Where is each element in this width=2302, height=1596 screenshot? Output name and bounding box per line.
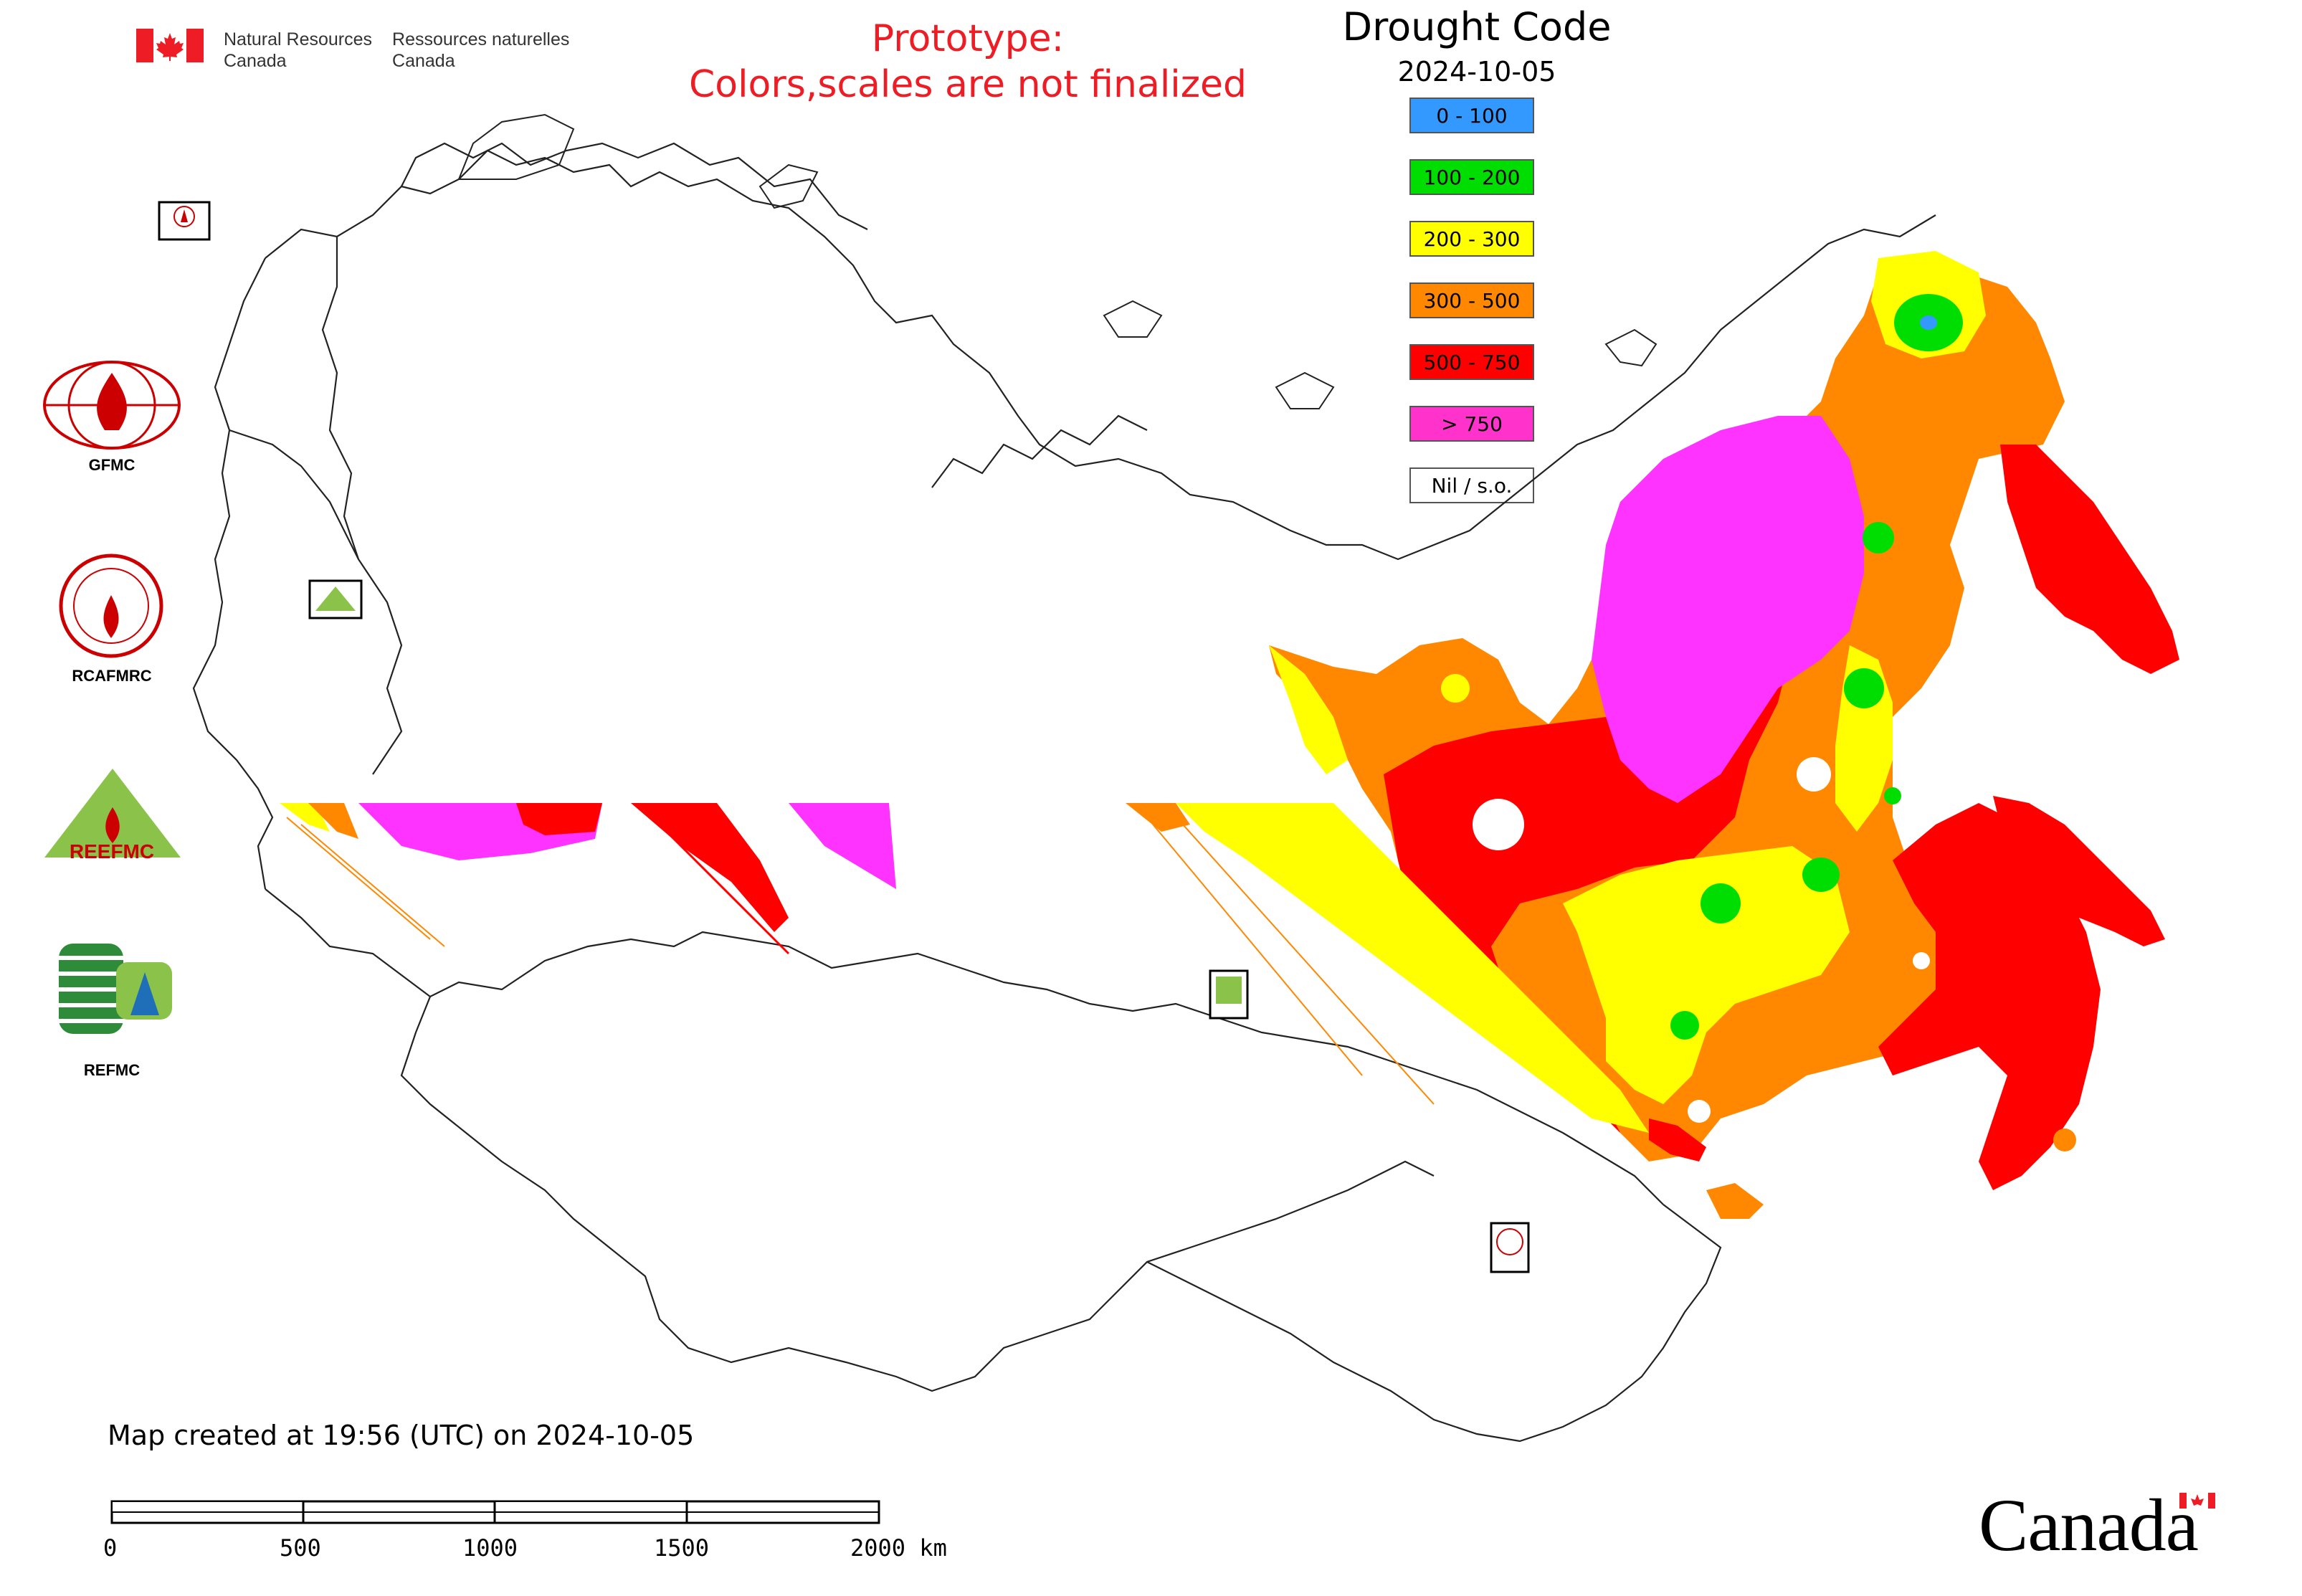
scale-label-1000: 1000 (462, 1534, 518, 1562)
field-orange-spot (2053, 1129, 2076, 1151)
legend-item-300-500: 300 - 500 (1409, 282, 1534, 318)
legend-label: 100 - 200 (1423, 165, 1521, 189)
field-red-south-tip (1649, 1118, 1706, 1162)
gfmc-label: GFMC (88, 456, 135, 474)
field-orange-spot (1441, 674, 1470, 703)
rcafmrc-logo-icon (59, 554, 163, 658)
russia-outline (265, 149, 1936, 561)
scale-label-2000: 2000 km (850, 1534, 947, 1562)
map-logo-rcafmrc (1490, 1222, 1530, 1273)
field-green-spot (1802, 858, 1840, 892)
canada-wordmark-flag-icon (2179, 1493, 2215, 1509)
field-orange-sakhalin-south (1706, 1183, 1764, 1219)
legend-item-nil: Nil / s.o. (1409, 467, 1534, 503)
kazakhstan-border (265, 888, 1664, 1205)
legend-item-0-100: 0 - 100 (1409, 98, 1534, 133)
legend-item-100-200: 100 - 200 (1409, 159, 1534, 195)
west-siberia-lines (321, 237, 360, 560)
map-logo-gfmc (158, 201, 211, 241)
field-blue-spot (1920, 315, 1937, 330)
reefmc-label: REEFMC (69, 840, 155, 863)
canada-wordmark: Canada (1979, 1484, 2199, 1567)
map-date: 2024-10-05 (1397, 56, 1556, 87)
org-en-line1: Natural Resources (224, 29, 373, 49)
field-green-spot (1670, 1011, 1699, 1040)
org-fr-line2: Canada (392, 51, 455, 71)
field-green-spot (1701, 883, 1741, 923)
western-border (192, 257, 274, 890)
field-yellow-central (1563, 846, 1850, 1104)
nrcan-signature: Natural Resources Canada Ressources natu… (136, 29, 569, 72)
streak-artifacts (280, 803, 1649, 1133)
org-fr-line1: Ressources naturelles (392, 29, 570, 49)
field-yellow-west (1269, 645, 1348, 774)
map-logo-refmc (1209, 969, 1249, 1020)
legend-item-500-750: 500 - 750 (1409, 344, 1534, 380)
prototype-notice: Prototype: Colors,scales are not finaliz… (660, 16, 1276, 108)
field-nil-spot (1473, 799, 1524, 850)
legend-label: 500 - 750 (1423, 350, 1521, 374)
field-green-spot (1844, 668, 1884, 708)
map-logo-reefmc (308, 579, 363, 619)
field-red-sakhalin (1993, 796, 2165, 946)
scale-label-500: 500 (280, 1534, 321, 1562)
scale-label-0: 0 (103, 1534, 118, 1562)
map-created-note: Map created at 19:56 (UTC) on 2024-10-05 (108, 1420, 695, 1451)
field-green-spot (1863, 522, 1894, 554)
country-boundaries (192, 142, 1936, 1443)
field-nil-spot (1688, 1100, 1711, 1123)
refmc-label: REFMC (83, 1061, 141, 1079)
taimyr-coast (931, 414, 1148, 488)
map-title: Drought Code (1342, 4, 1612, 49)
nrcan-name-fr: Ressources naturelles Canada (392, 29, 569, 72)
reefmc-logo-icon (44, 769, 181, 858)
field-red-southeast (1878, 803, 2101, 1190)
scale-bar (110, 1500, 880, 1524)
nrcan-name-en: Natural Resources Canada (224, 29, 372, 72)
field-nil-spot (1913, 952, 1930, 969)
legend-label: > 750 (1441, 412, 1503, 436)
scale-label-1500: 1500 (654, 1534, 710, 1562)
field-magenta (1592, 416, 1864, 803)
gfmc-logo-icon (43, 361, 181, 450)
rcafmrc-label: RCAFMRC (72, 667, 152, 685)
legend-label: 200 - 300 (1423, 227, 1521, 251)
central-asia-border (400, 996, 1435, 1392)
field-green-spot (1884, 787, 1901, 804)
legend-label: 300 - 500 (1423, 288, 1521, 313)
field-red-kamchatka (2000, 445, 2179, 674)
refmc-logo-icon (59, 944, 172, 1034)
field-nil-spot (1797, 757, 1831, 792)
legend-item-200-300: 200 - 300 (1409, 221, 1534, 257)
legend-label: Nil / s.o. (1431, 473, 1513, 498)
drought-fields (1269, 251, 2179, 1219)
arctic-islands (457, 113, 1657, 409)
mongolia-border (1146, 1204, 1722, 1443)
legend-item-over-750: > 750 (1409, 406, 1534, 442)
canada-flag-icon (136, 29, 204, 62)
volga-lines (229, 429, 403, 775)
org-en-line2: Canada (224, 51, 287, 71)
prototype-line1: Prototype: (871, 17, 1065, 60)
northern-coast (401, 142, 868, 230)
legend-label: 0 - 100 (1436, 103, 1508, 128)
prototype-line2: Colors,scales are not finalized (688, 63, 1247, 106)
